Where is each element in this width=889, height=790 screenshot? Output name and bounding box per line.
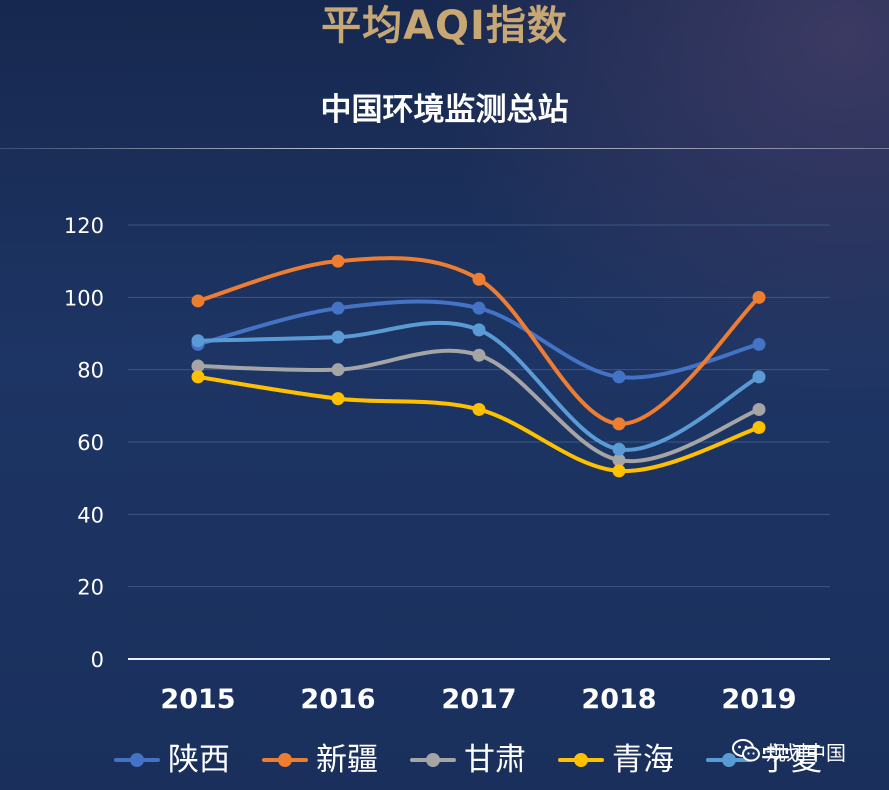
y-axis-ticks: 0 20 40 60 80 100 120 — [64, 214, 104, 672]
data-points — [191, 254, 766, 478]
legend-swatch — [704, 750, 754, 770]
data-point-4-3 — [612, 442, 626, 456]
data-point-1-1 — [331, 254, 345, 268]
data-point-0-1 — [331, 301, 345, 315]
data-point-0-3 — [612, 370, 626, 384]
wechat-icon — [732, 739, 760, 762]
legend-label: 陕西 — [168, 742, 230, 778]
legend-swatch — [260, 750, 310, 770]
legend-label: 宁夏 — [760, 742, 822, 778]
legend-item: 新疆 — [260, 735, 378, 785]
data-point-4-1 — [331, 330, 345, 344]
legend-swatch — [112, 750, 162, 770]
data-point-2-2 — [472, 348, 486, 362]
y-tick-label: 100 — [64, 286, 104, 310]
data-point-1-2 — [472, 272, 486, 286]
data-point-1-4 — [752, 290, 766, 304]
y-tick-label: 60 — [77, 431, 104, 455]
legend-swatch-dot — [426, 753, 440, 767]
legend-swatch-dot — [278, 753, 292, 767]
data-point-3-0 — [191, 370, 205, 384]
data-point-4-2 — [472, 323, 486, 337]
data-point-2-4 — [752, 402, 766, 416]
legend-label: 甘肃 — [464, 742, 526, 778]
legend-swatch-dot — [130, 753, 144, 767]
y-tick-label: 80 — [77, 359, 104, 383]
data-point-3-2 — [472, 402, 486, 416]
x-tick-label: 2017 — [441, 684, 516, 715]
x-axis-ticks: 2015 2016 2017 2018 2019 — [160, 684, 796, 715]
legend-swatch-dot — [722, 753, 736, 767]
y-tick-label: 120 — [64, 214, 104, 238]
watermark: 规划中国 — [732, 736, 882, 766]
data-point-2-3 — [612, 453, 626, 467]
series-line-1 — [196, 256, 761, 426]
data-point-4-0 — [191, 334, 205, 348]
legend-swatch — [556, 750, 606, 770]
data-point-3-4 — [752, 421, 766, 435]
legend-item: 甘肃 — [408, 735, 526, 785]
watermark-text: 规划中国 — [766, 740, 846, 765]
series-line-4 — [196, 320, 761, 452]
data-point-1-3 — [612, 417, 626, 431]
chart-subtitle: 中国环境监测总站 — [320, 92, 569, 128]
title-divider — [0, 148, 889, 149]
x-tick-label: 2018 — [581, 684, 656, 715]
data-point-0-4 — [752, 337, 766, 351]
y-tick-label: 0 — [91, 648, 104, 672]
y-tick-label: 40 — [77, 503, 104, 527]
gridlines — [128, 224, 830, 588]
data-point-3-3 — [612, 464, 626, 478]
series-lines — [196, 256, 761, 473]
aqi-line-chart: 0 20 40 60 80 100 120 2015 2016 2017 2018 2019 — [64, 214, 830, 715]
data-point-3-1 — [331, 392, 345, 406]
legend-label: 青海 — [612, 742, 674, 778]
legend-item: 宁夏 — [704, 735, 822, 785]
data-point-2-0 — [191, 359, 205, 373]
y-tick-label: 20 — [77, 576, 104, 600]
page-top-title: 平均AQI指数 — [321, 3, 568, 49]
legend-item: 青海 — [556, 735, 674, 785]
legend-swatch — [408, 750, 458, 770]
chart-legend: 陕西 新疆 甘肃 青海 宁夏 — [112, 735, 882, 785]
data-point-4-4 — [752, 370, 766, 384]
x-tick-label: 2015 — [160, 684, 235, 715]
x-tick-label: 2019 — [721, 684, 796, 715]
data-point-0-2 — [472, 301, 486, 315]
data-point-1-0 — [191, 294, 205, 308]
x-tick-label: 2016 — [300, 684, 375, 715]
legend-item: 陕西 — [112, 735, 230, 785]
legend-label: 新疆 — [316, 742, 378, 778]
legend-swatch-dot — [574, 753, 588, 767]
data-point-2-1 — [331, 363, 345, 377]
